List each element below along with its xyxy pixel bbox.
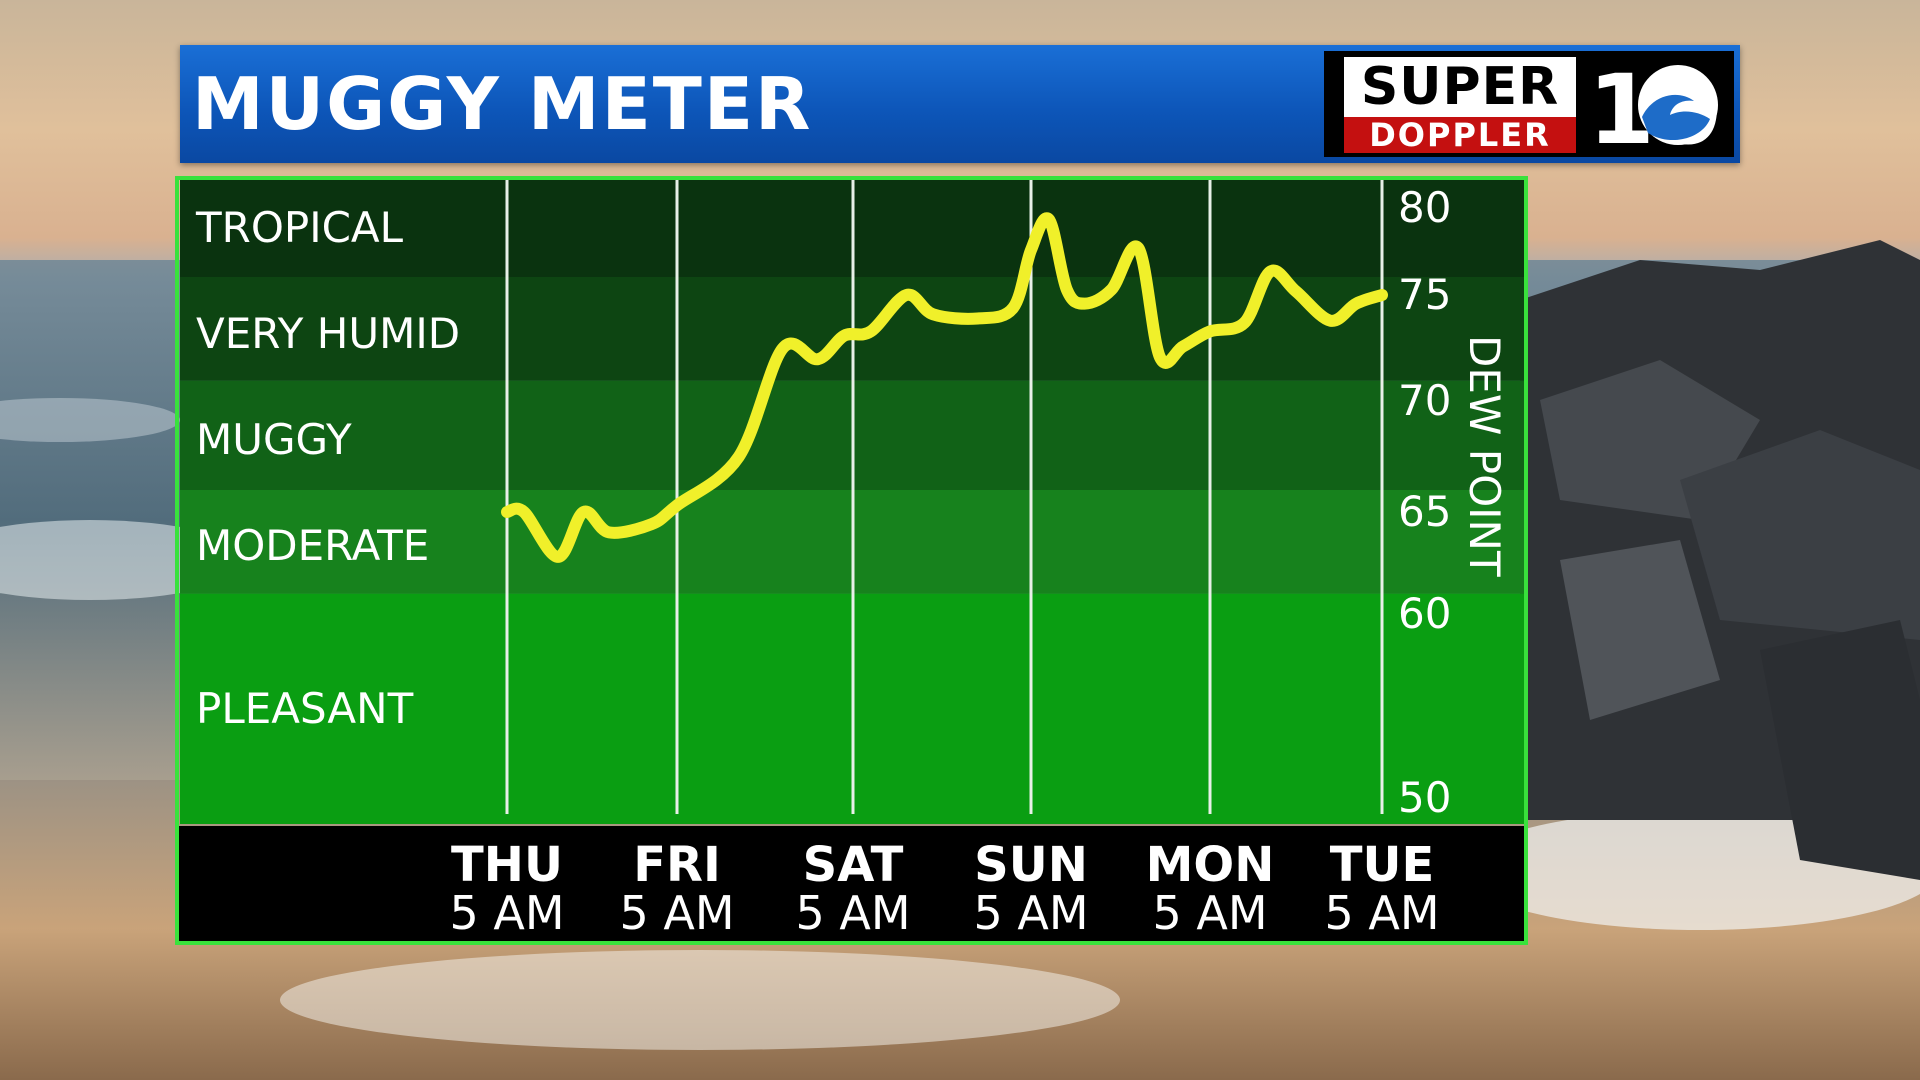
- x-day-label: TUE: [1330, 837, 1435, 893]
- x-time-label: 5 AM: [973, 886, 1088, 940]
- page-title: MUGGY METER: [192, 62, 813, 146]
- logo-doppler-text: DOPPLER: [1344, 117, 1576, 153]
- x-day-label: SAT: [803, 837, 904, 893]
- label-layer: TROPICAL VERY HUMID MUGGY MODERATE PLEASANT 8…: [195, 183, 1451, 940]
- x-time-label: 5 AM: [1152, 886, 1267, 940]
- station-logo: SUPER DOPPLER 10: [1324, 51, 1734, 157]
- band-label-moderate: MODERATE: [196, 521, 429, 570]
- y-axis-label: DEW POINT: [1460, 335, 1509, 577]
- y-tick-label: 65: [1398, 487, 1451, 536]
- x-time-label: 5 AM: [795, 886, 910, 940]
- title-bar: MUGGY METER SUPER DOPPLER 10: [180, 45, 1740, 163]
- band-label-tropical: TROPICAL: [195, 203, 404, 252]
- x-day-label: FRI: [633, 837, 721, 893]
- x-time-label: 5 AM: [619, 886, 734, 940]
- dew-point-line: [501, 212, 1388, 563]
- x-time-label: 5 AM: [1324, 886, 1439, 940]
- chart-footer: [178, 826, 1526, 942]
- y-tick-label: 75: [1398, 270, 1451, 319]
- x-time-label: 5 AM: [449, 886, 564, 940]
- band-label-pleasant: PLEASANT: [196, 684, 414, 733]
- grid-layer: [505, 180, 1384, 814]
- x-day-label: MON: [1146, 837, 1275, 893]
- wave-logo-icon: 10: [1588, 55, 1722, 153]
- x-day-label: SUN: [974, 837, 1088, 893]
- y-tick-label: 70: [1398, 376, 1451, 425]
- logo-super-text: SUPER: [1344, 57, 1576, 117]
- x-day-label: THU: [451, 837, 563, 893]
- y-tick-label: 80: [1398, 183, 1451, 232]
- band-label-muggy: MUGGY: [196, 415, 352, 464]
- line-layer: [501, 212, 1388, 563]
- y-tick-label: 50: [1398, 773, 1451, 822]
- band-label-very-humid: VERY HUMID: [196, 309, 460, 358]
- y-tick-label: 60: [1398, 589, 1451, 638]
- chart-border: [175, 176, 1528, 945]
